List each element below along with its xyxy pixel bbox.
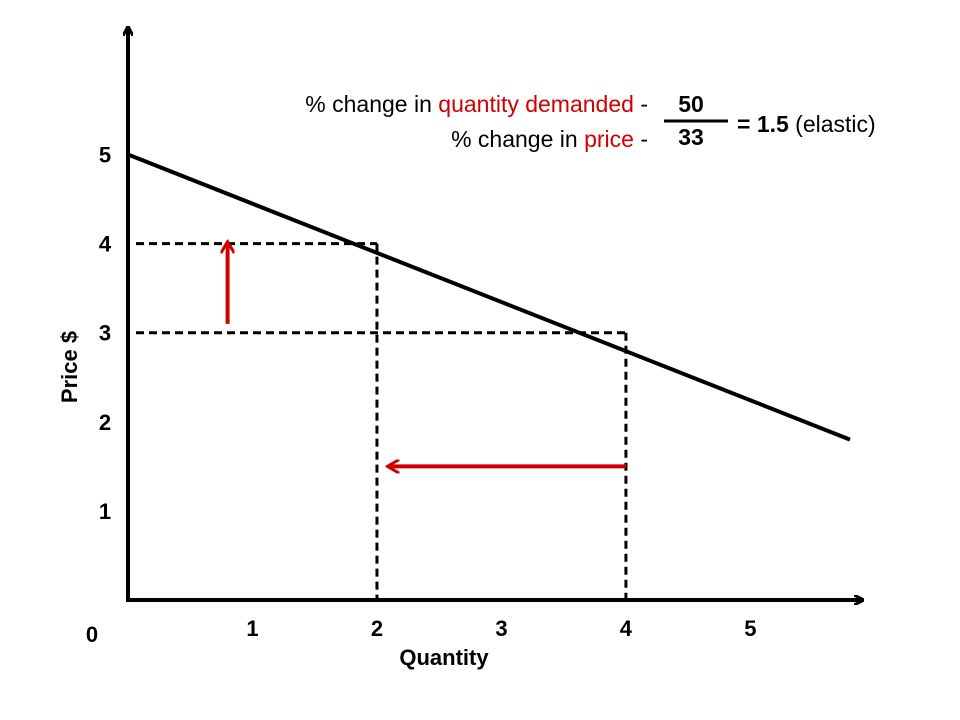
denominator-label-part-3: - [634, 126, 648, 152]
change-arrows [228, 244, 626, 467]
denominator-label-highlight: price [584, 126, 634, 152]
origin-label: 0 [86, 622, 98, 647]
x-tick-labels: 1 2 3 4 5 [246, 616, 756, 641]
y-tick-label: 4 [99, 232, 112, 257]
y-tick-labels: 1 2 3 4 5 [99, 143, 112, 524]
numerator-value: 50 [678, 91, 704, 117]
demand-curve [127, 152, 851, 442]
x-tick-label: 3 [495, 616, 507, 641]
denominator-value: 33 [678, 124, 704, 150]
demand-line [127, 152, 851, 442]
x-tick-label: 5 [744, 616, 756, 641]
numerator-label-part-3: - [634, 91, 648, 117]
y-tick-label: 3 [99, 321, 111, 346]
denominator-label-part-1: % change in [451, 126, 584, 152]
guide-lines [136, 242, 628, 600]
numerator-label: % change in quantity demanded - [305, 91, 648, 117]
x-axis-label: Quantity [399, 645, 489, 670]
x-tick-label: 1 [246, 616, 258, 641]
elasticity-formula: % change in quantity demanded - % change… [305, 91, 875, 152]
x-tick-label: 2 [371, 616, 383, 641]
x-tick-label: 4 [620, 616, 633, 641]
numerator-label-highlight: quantity demanded [438, 91, 634, 117]
denominator-label: % change in price - [451, 126, 648, 152]
y-tick-label: 1 [99, 499, 111, 524]
y-tick-label: 5 [99, 143, 111, 168]
result-note: (elastic) [789, 111, 876, 137]
numerator-label-part-1: % change in [305, 91, 438, 117]
y-tick-label: 2 [99, 410, 111, 435]
result-value: = 1.5 [737, 111, 789, 137]
elasticity-result: = 1.5 (elastic) [737, 111, 876, 137]
y-axis-label: Price $ [57, 331, 82, 403]
